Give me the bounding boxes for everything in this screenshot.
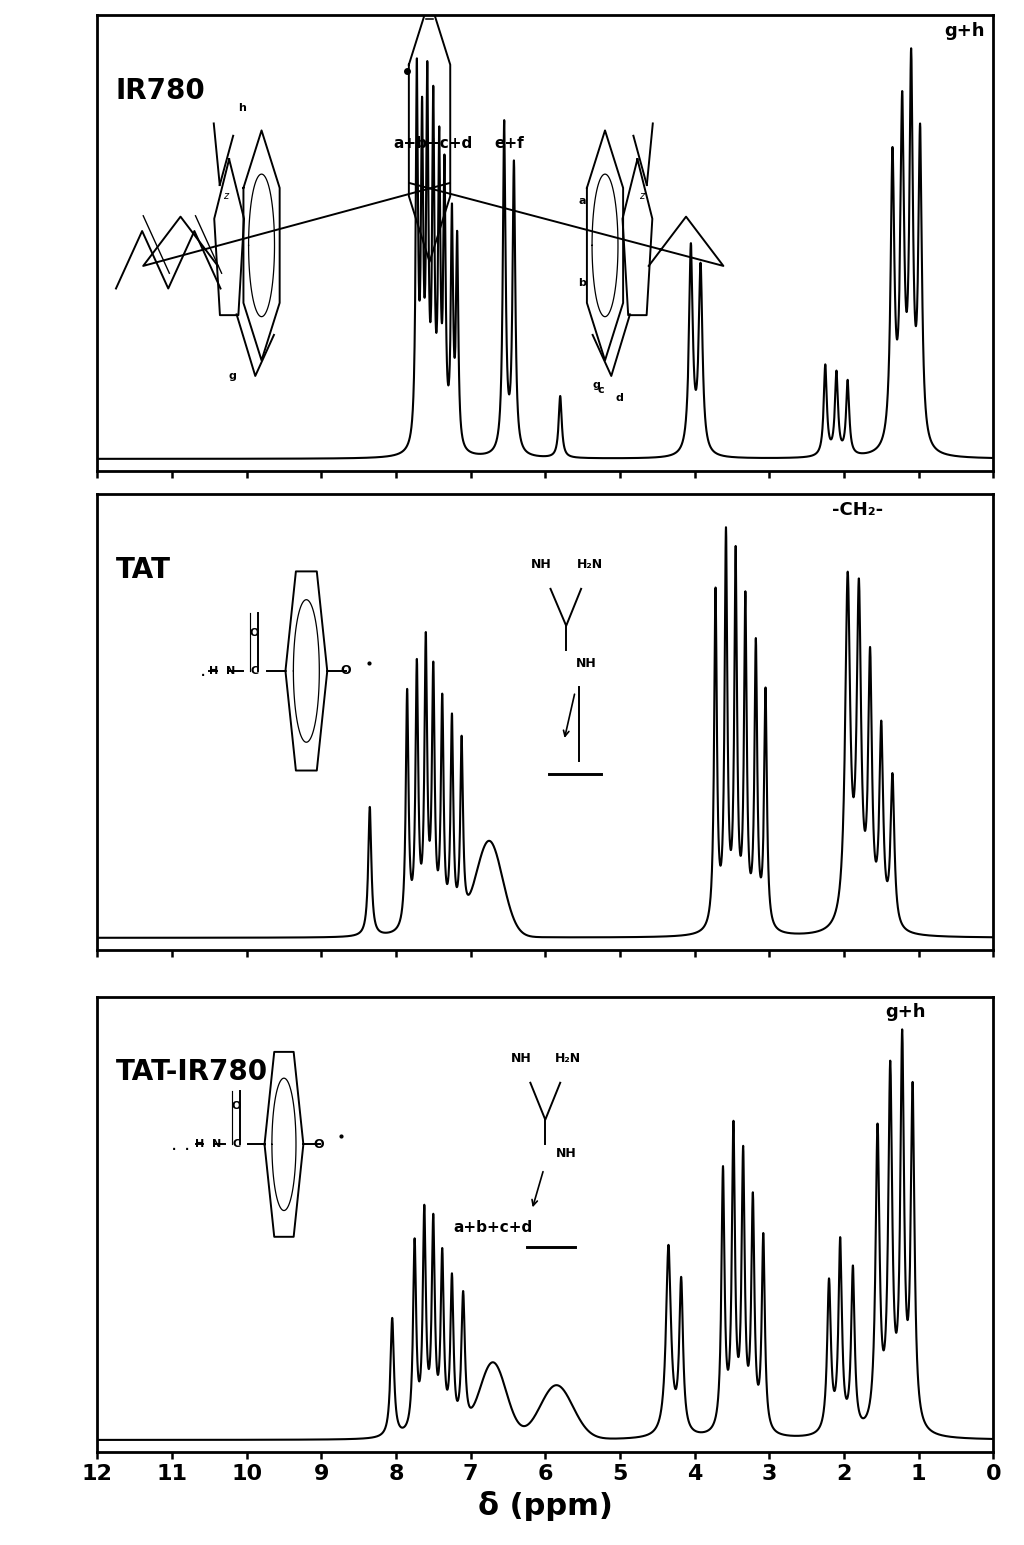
Text: NH: NH — [511, 1052, 531, 1065]
Text: O: O — [341, 664, 351, 677]
Text: NH: NH — [556, 1146, 577, 1160]
Text: O: O — [231, 1102, 241, 1111]
Text: H₂N: H₂N — [555, 1052, 581, 1065]
X-axis label: δ (ppm): δ (ppm) — [478, 1491, 612, 1520]
Text: H: H — [196, 1139, 205, 1149]
Text: a+b+c+d: a+b+c+d — [393, 136, 473, 151]
Text: g: g — [229, 371, 237, 380]
Text: NH: NH — [531, 558, 552, 572]
Text: C: C — [232, 1139, 241, 1149]
Text: C: C — [250, 666, 258, 677]
Text: H: H — [209, 666, 218, 677]
Text: b: b — [579, 278, 586, 289]
Text: O: O — [313, 1137, 325, 1151]
Text: H₂N: H₂N — [577, 558, 603, 572]
Text: -CH₂-: -CH₂- — [831, 501, 883, 519]
Text: IR780: IR780 — [116, 77, 206, 105]
Text: TAT-IR780: TAT-IR780 — [116, 1058, 268, 1086]
Text: z: z — [639, 192, 644, 201]
Text: g+h: g+h — [945, 22, 985, 40]
Text: g: g — [593, 380, 600, 391]
Text: O: O — [250, 629, 259, 638]
Text: h: h — [239, 104, 246, 113]
Text: e+f: e+f — [495, 136, 524, 151]
Text: TAT: TAT — [116, 556, 171, 584]
Text: .: . — [201, 661, 207, 680]
Text: .: . — [170, 1136, 177, 1154]
Text: N: N — [225, 666, 234, 677]
Text: N: N — [212, 1139, 221, 1149]
Text: a+b+c+d: a+b+c+d — [454, 1219, 532, 1234]
Text: d: d — [615, 394, 624, 403]
Text: g+h: g+h — [885, 1003, 926, 1021]
Text: z: z — [223, 192, 228, 201]
Text: c: c — [598, 385, 604, 396]
Text: NH: NH — [575, 657, 597, 671]
Text: .: . — [184, 1136, 190, 1154]
Text: a: a — [579, 196, 586, 207]
